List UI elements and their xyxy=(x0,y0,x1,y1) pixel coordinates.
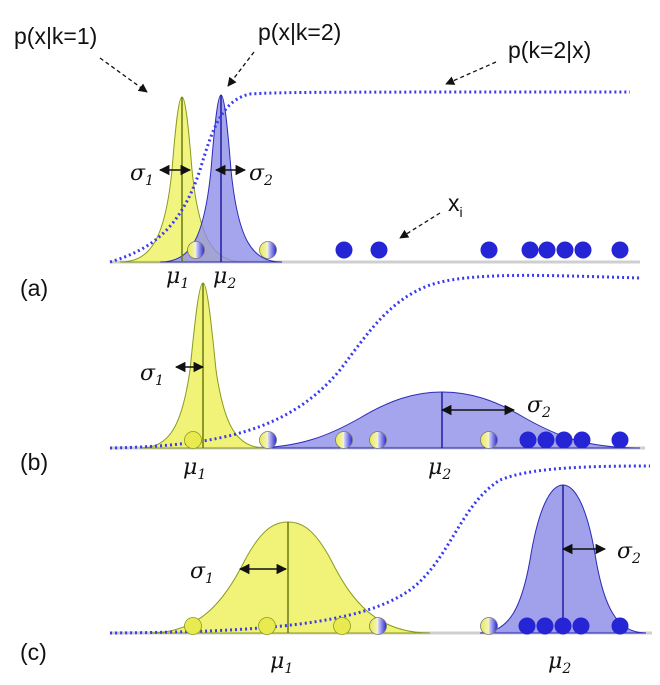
data-point xyxy=(519,431,537,449)
data-point xyxy=(518,617,536,635)
data-point xyxy=(536,617,554,635)
data-point xyxy=(480,241,498,259)
data-point xyxy=(572,617,590,635)
data-points xyxy=(184,617,629,635)
mu1-label: μ1 xyxy=(270,649,293,677)
posterior-curve xyxy=(109,464,651,635)
data-point xyxy=(184,431,202,449)
data-point xyxy=(521,241,539,259)
mu1-label: μ1 xyxy=(166,264,189,292)
panel-a: p(x|k=1) p(x|k=2) p(k=2|x) xi σ1 σ2 μ1 μ… xyxy=(14,19,640,301)
panel-label-c: (c) xyxy=(20,639,47,665)
sigma2-label: σ2 xyxy=(527,393,551,421)
pointer-p-x-k1 xyxy=(99,57,148,93)
data-point xyxy=(555,431,573,449)
data-point xyxy=(556,241,574,259)
pointer-xi xyxy=(399,212,441,239)
panel-c: σ1 σ2 μ1 μ2 (c) xyxy=(20,464,652,677)
data-point xyxy=(335,241,353,259)
panel-label-a: (a) xyxy=(20,275,48,301)
mu2-label: μ2 xyxy=(548,649,571,677)
data-point xyxy=(335,431,353,449)
data-point xyxy=(538,241,556,259)
pointer-p-x-k2 xyxy=(227,51,255,87)
data-point xyxy=(258,617,276,635)
data-points xyxy=(184,431,629,449)
data-point xyxy=(611,617,629,635)
data-point xyxy=(554,617,572,635)
sigma1-label: σ1 xyxy=(130,161,154,189)
data-point xyxy=(574,241,592,259)
data-point xyxy=(184,617,202,635)
data-point xyxy=(369,431,387,449)
data-point xyxy=(259,241,277,259)
data-point xyxy=(370,241,388,259)
label-posterior: p(k=2|x) xyxy=(508,37,591,63)
data-point xyxy=(611,431,629,449)
mu2-label: μ2 xyxy=(428,455,451,483)
sigma1-label: σ1 xyxy=(190,559,214,587)
data-point xyxy=(480,431,498,449)
data-point xyxy=(369,617,387,635)
label-p-x-k2: p(x|k=2) xyxy=(258,19,341,45)
data-point xyxy=(333,617,351,635)
sigma2-label: σ2 xyxy=(249,161,273,189)
data-point xyxy=(537,431,555,449)
mu1-label: μ1 xyxy=(183,455,206,483)
data-point xyxy=(611,241,629,259)
sigma2-label: σ2 xyxy=(617,539,641,567)
data-point xyxy=(480,617,498,635)
mu2-label: μ2 xyxy=(213,264,236,292)
label-xi: xi xyxy=(448,190,463,220)
data-point xyxy=(187,241,205,259)
panel-label-b: (b) xyxy=(20,449,48,475)
pointer-posterior xyxy=(445,61,497,85)
data-point xyxy=(573,431,591,449)
sigma1-label: σ1 xyxy=(140,361,164,389)
data-points xyxy=(187,241,629,259)
data-point xyxy=(259,431,277,449)
label-p-x-k1: p(x|k=1) xyxy=(14,23,97,49)
panel-b: σ1 σ2 μ1 μ2 (b) xyxy=(20,273,645,483)
